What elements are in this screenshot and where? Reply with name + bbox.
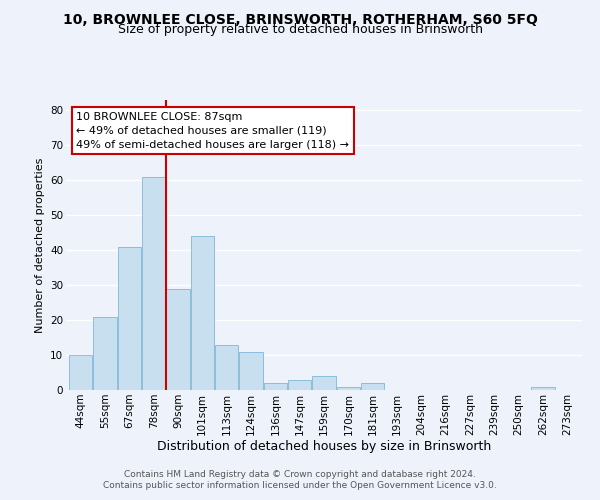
Bar xyxy=(264,383,287,390)
Bar xyxy=(142,177,165,390)
Bar xyxy=(94,316,116,390)
X-axis label: Distribution of detached houses by size in Brinsworth: Distribution of detached houses by size … xyxy=(157,440,491,454)
Y-axis label: Number of detached properties: Number of detached properties xyxy=(35,158,44,332)
Bar xyxy=(313,376,335,390)
Bar xyxy=(532,386,554,390)
Bar xyxy=(239,352,263,390)
Bar xyxy=(191,236,214,390)
Bar xyxy=(118,246,141,390)
Text: Contains public sector information licensed under the Open Government Licence v3: Contains public sector information licen… xyxy=(103,481,497,490)
Text: 10 BROWNLEE CLOSE: 87sqm
← 49% of detached houses are smaller (119)
49% of semi-: 10 BROWNLEE CLOSE: 87sqm ← 49% of detach… xyxy=(76,112,349,150)
Bar xyxy=(288,380,311,390)
Text: Contains HM Land Registry data © Crown copyright and database right 2024.: Contains HM Land Registry data © Crown c… xyxy=(124,470,476,479)
Text: Size of property relative to detached houses in Brinsworth: Size of property relative to detached ho… xyxy=(118,22,482,36)
Bar xyxy=(337,386,360,390)
Bar xyxy=(166,288,190,390)
Bar xyxy=(215,344,238,390)
Bar xyxy=(361,383,384,390)
Text: 10, BROWNLEE CLOSE, BRINSWORTH, ROTHERHAM, S60 5FQ: 10, BROWNLEE CLOSE, BRINSWORTH, ROTHERHA… xyxy=(62,12,538,26)
Bar xyxy=(69,355,92,390)
